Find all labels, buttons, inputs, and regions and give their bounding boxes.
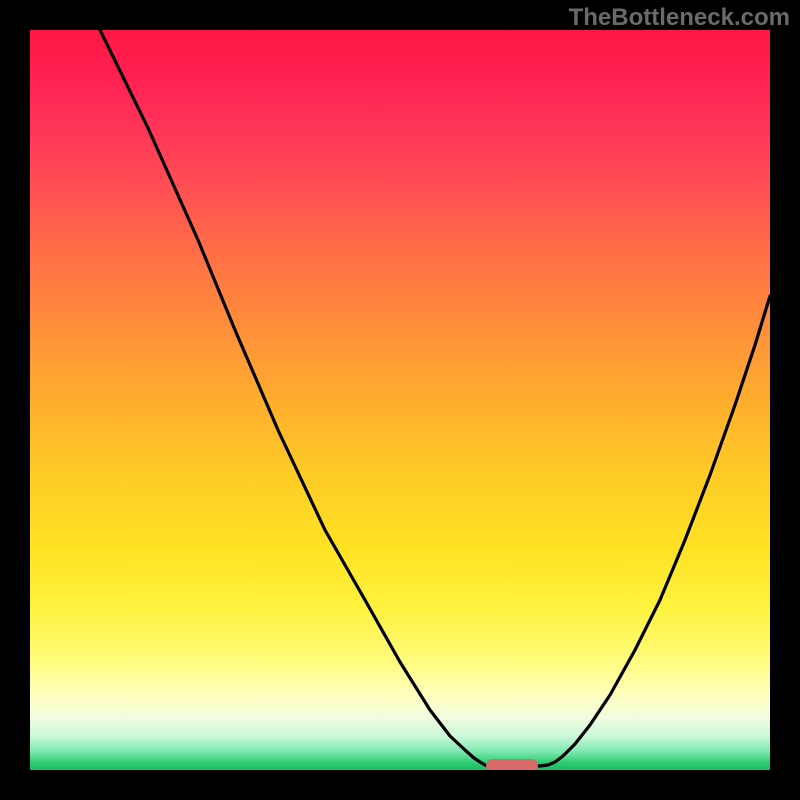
chart-container: TheBottleneck.com [0, 0, 800, 800]
plot-area [30, 30, 770, 770]
chart-svg [30, 30, 770, 770]
optimal-marker [486, 759, 538, 770]
watermark-text: TheBottleneck.com [569, 4, 790, 32]
